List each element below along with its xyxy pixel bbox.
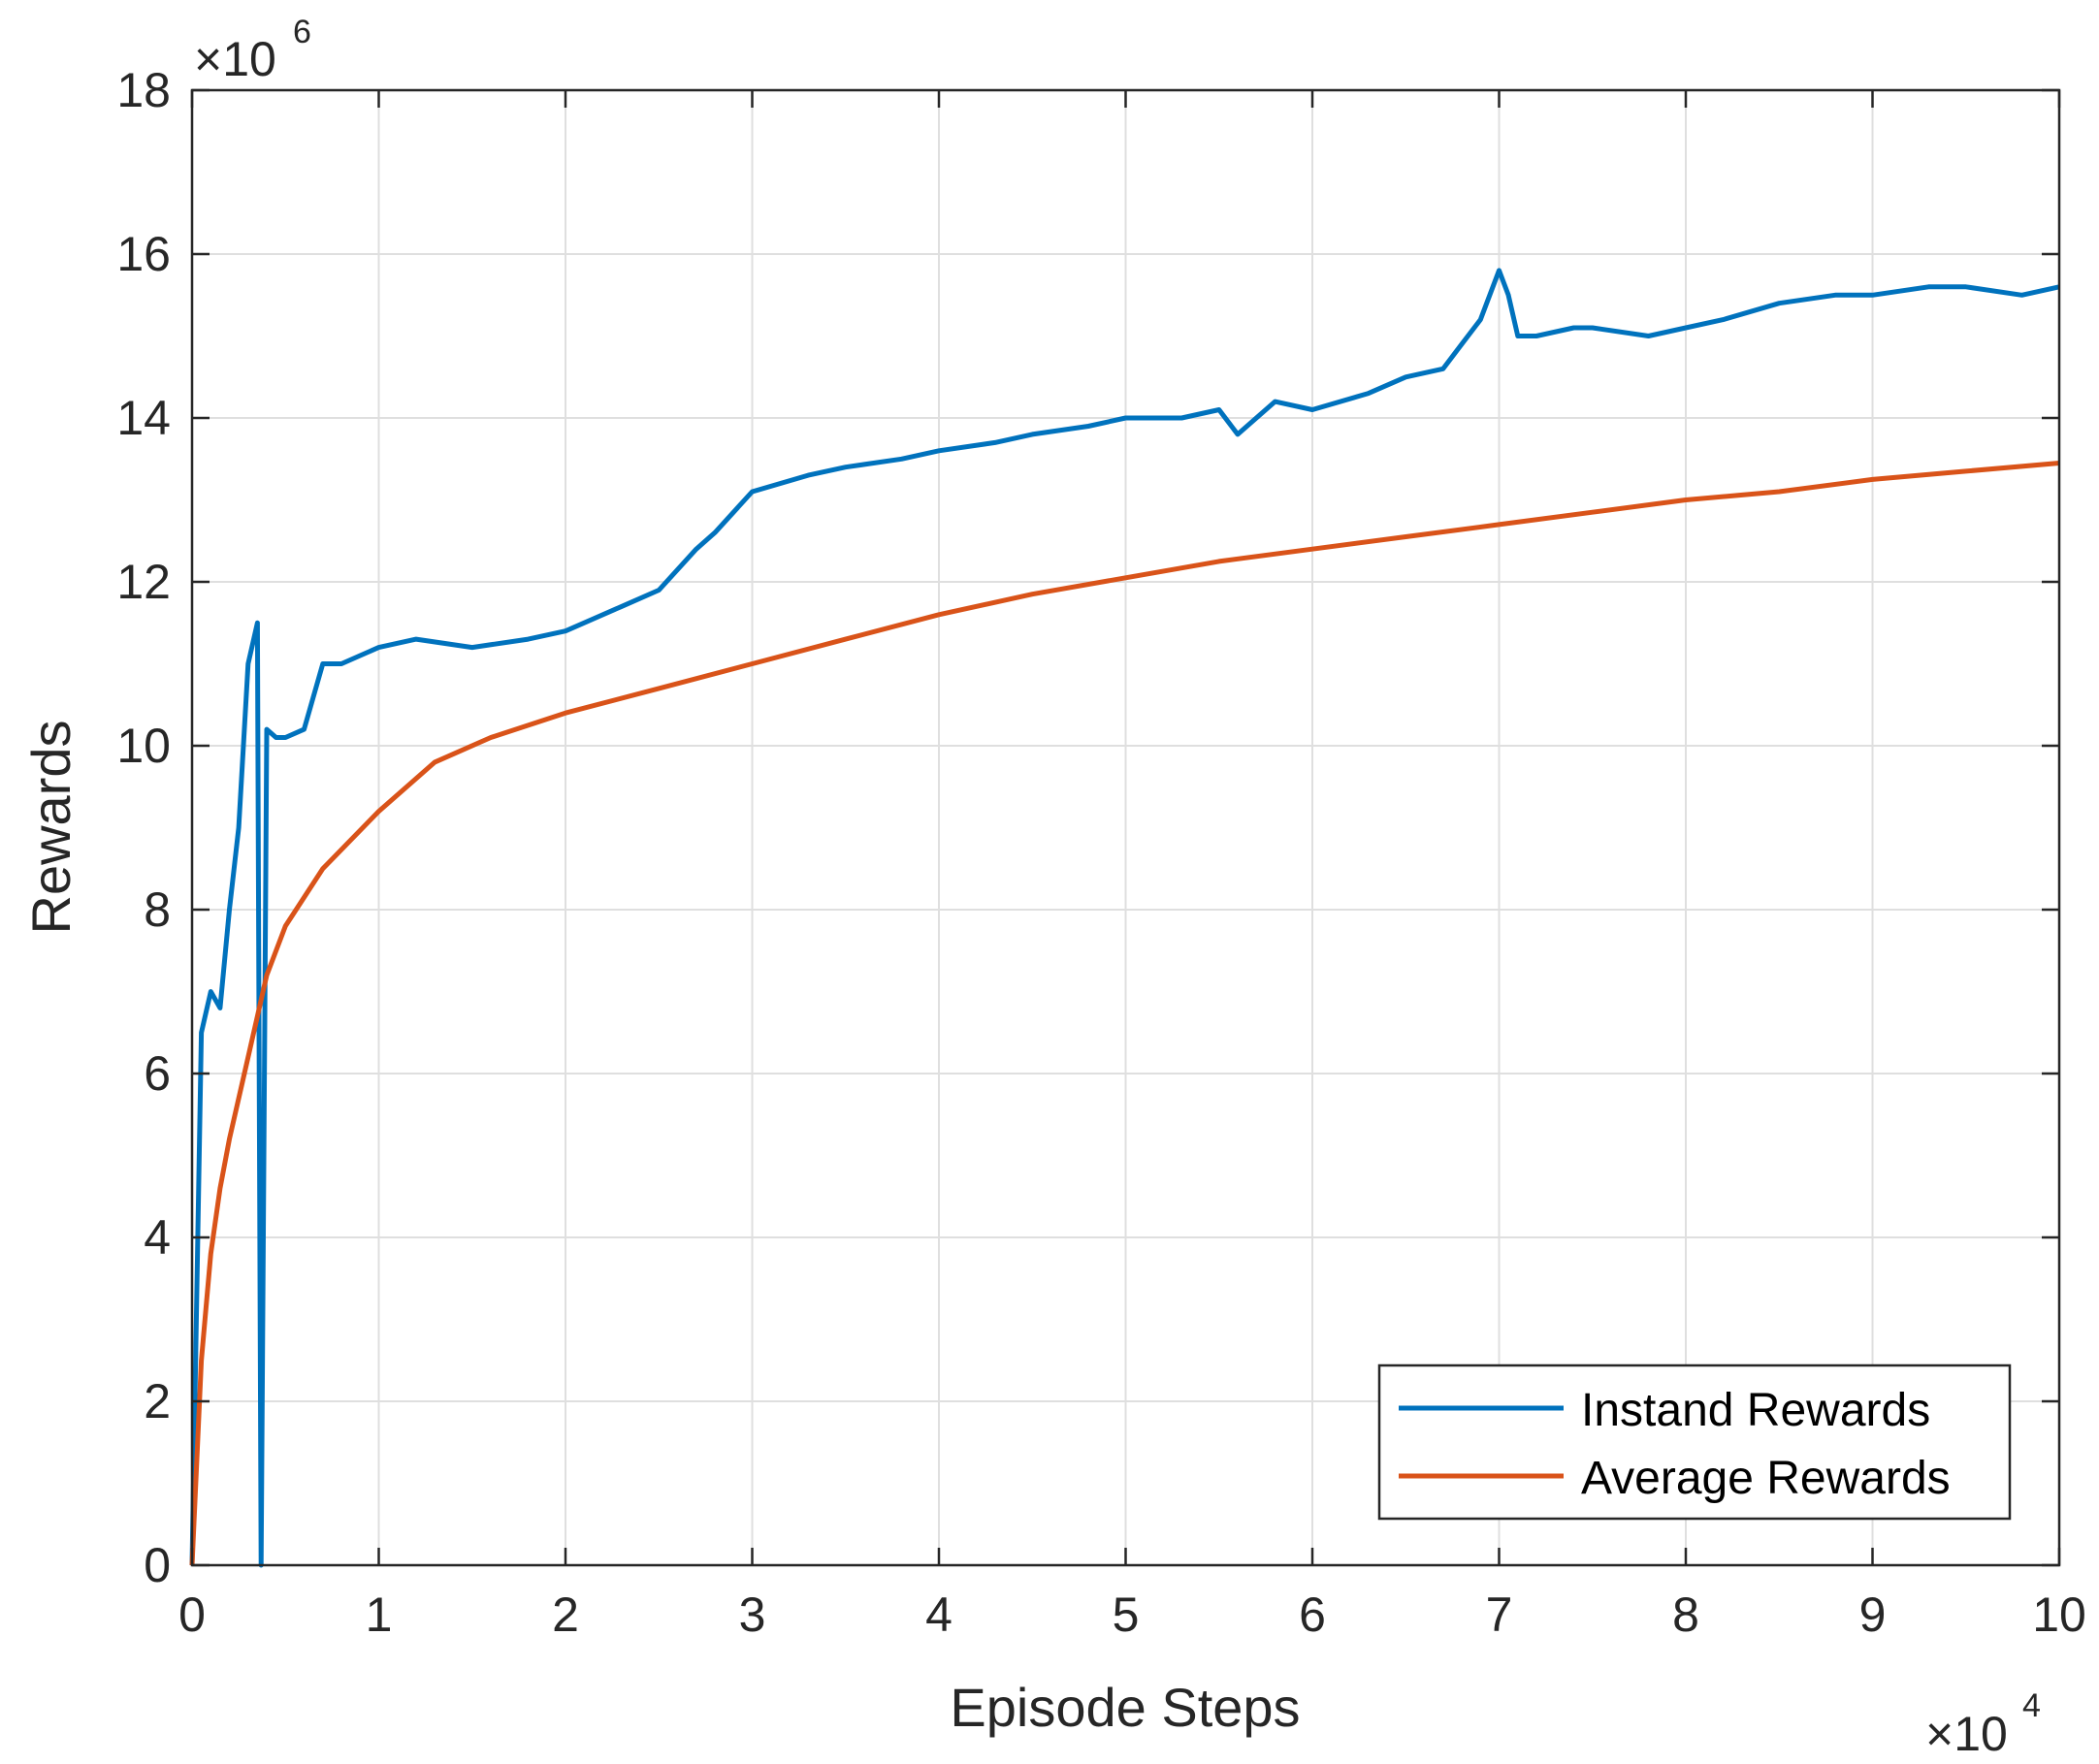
legend: Instand Rewards Average Rewards <box>1377 1363 2012 1521</box>
legend-label-instand: Instand Rewards <box>1581 1385 1930 1436</box>
x-tick-label: 5 <box>1113 1588 1140 1642</box>
x-tick-label: 2 <box>552 1588 579 1642</box>
y-tick-label: 2 <box>144 1374 171 1428</box>
x-tick-label: 10 <box>2032 1588 2086 1642</box>
y-tick-label: 4 <box>144 1210 171 1265</box>
x-tick-label: 4 <box>925 1588 953 1642</box>
y-tick-label: 0 <box>144 1538 171 1592</box>
x-tick-label: 9 <box>1859 1588 1887 1642</box>
x-multiplier: ×10 4 <box>1925 1687 2041 1761</box>
x-multiplier-base: ×10 <box>1925 1707 2008 1761</box>
series-line-average-rewards <box>189 461 2060 1566</box>
series-layer <box>189 268 2060 1568</box>
y-tick-label: 10 <box>116 719 171 773</box>
legend-box <box>1377 1363 2012 1521</box>
x-tick-label: 1 <box>366 1588 393 1642</box>
x-tick-label: 8 <box>1672 1588 1699 1642</box>
y-axis-label: Rewards <box>20 721 81 935</box>
x-tick-label: 0 <box>178 1588 206 1642</box>
y-multiplier-base: ×10 <box>194 32 276 86</box>
y-tick-label: 8 <box>144 882 171 937</box>
y-multiplier-exponent: 6 <box>293 14 311 50</box>
x-tick-label: 7 <box>1486 1588 1513 1642</box>
y-tick-label: 18 <box>116 63 171 117</box>
y-multiplier: ×10 6 <box>194 14 311 86</box>
y-tick-label: 14 <box>116 391 171 445</box>
y-tick-label: 12 <box>116 555 171 609</box>
x-tick-label: 6 <box>1299 1588 1326 1642</box>
series-line-instand-rewards <box>189 268 2060 1568</box>
x-tick-label: 3 <box>739 1588 766 1642</box>
y-tick-label: 16 <box>116 227 171 281</box>
x-multiplier-exponent: 4 <box>2022 1687 2041 1724</box>
x-axis-label: Episode Steps <box>950 1677 1300 1738</box>
legend-label-average: Average Rewards <box>1581 1453 1951 1504</box>
y-tick-label: 6 <box>144 1046 171 1101</box>
